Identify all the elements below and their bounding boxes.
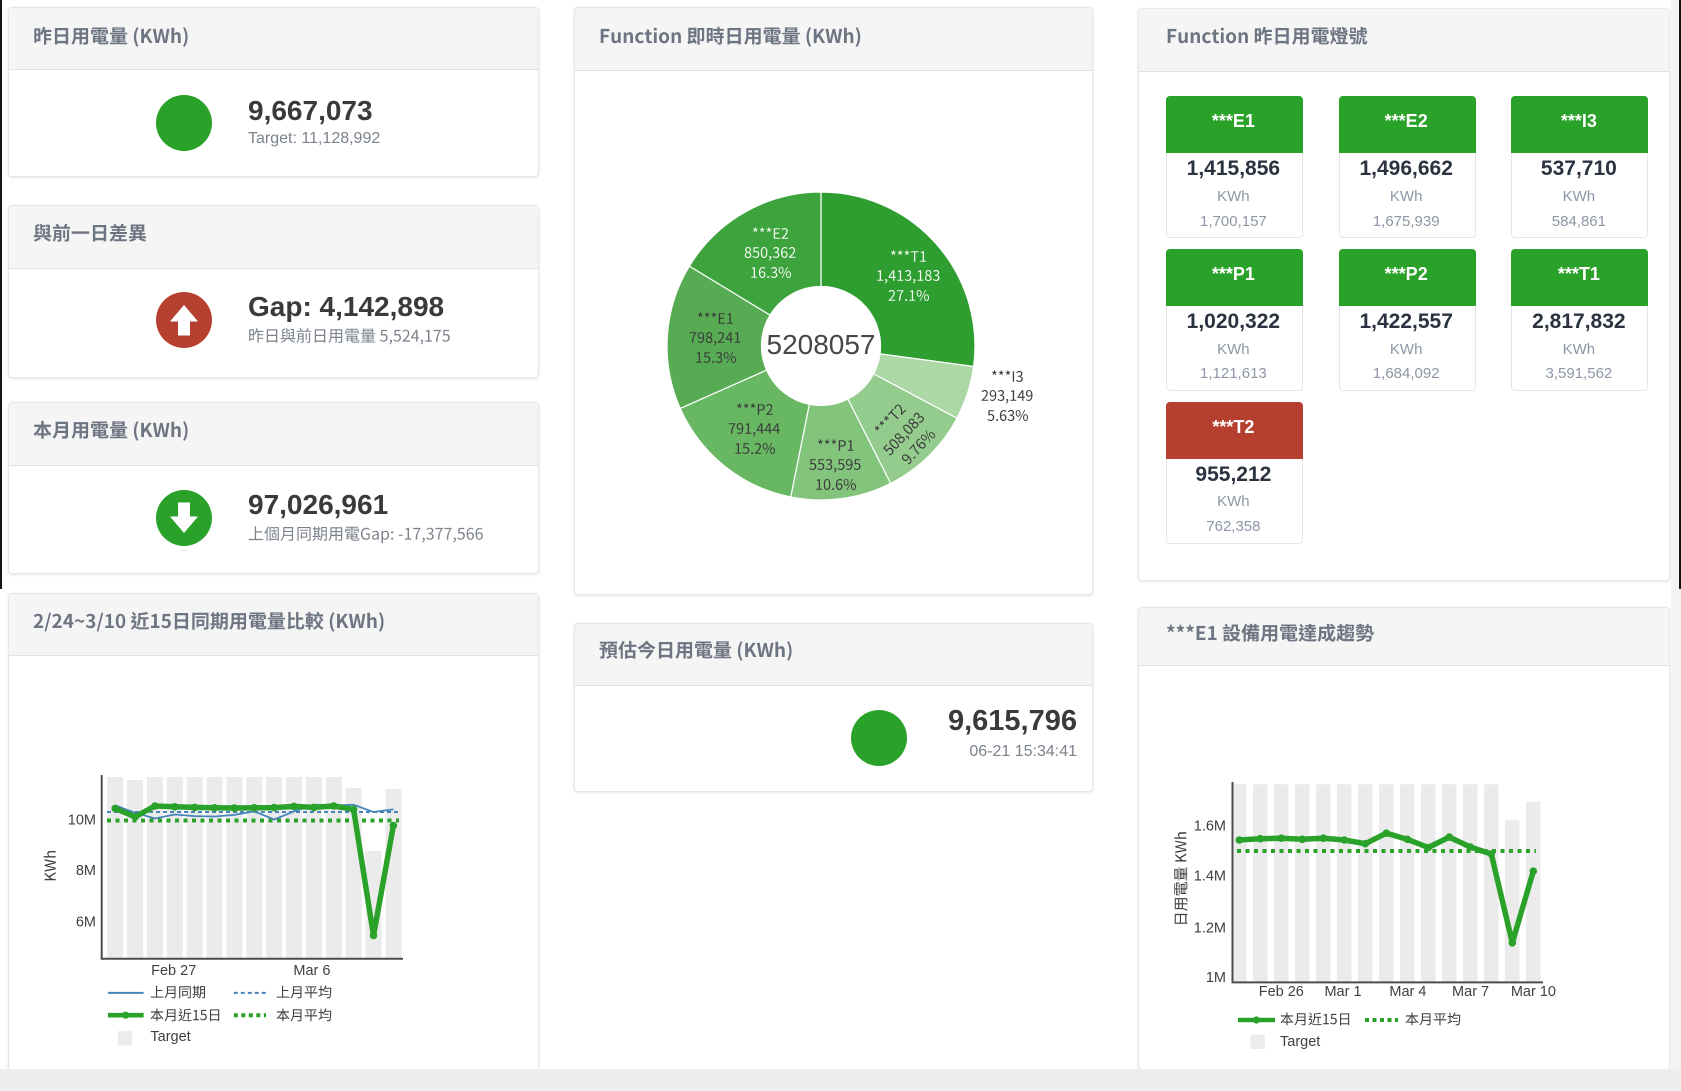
svg-text:8M: 8M xyxy=(76,863,96,879)
svg-text:6M: 6M xyxy=(76,914,96,930)
svg-text:Mar 4: Mar 4 xyxy=(1389,984,1426,1000)
svg-text:1.2M: 1.2M xyxy=(1194,920,1226,936)
svg-text:1.4M: 1.4M xyxy=(1194,869,1226,885)
svg-text:Feb 27: Feb 27 xyxy=(151,963,196,979)
svg-text:Mar 1: Mar 1 xyxy=(1324,984,1361,1000)
svg-text:Mar 7: Mar 7 xyxy=(1452,984,1489,1000)
svg-text:Feb 26: Feb 26 xyxy=(1259,984,1304,1000)
svg-text:10M: 10M xyxy=(68,813,96,829)
svg-text:1.6M: 1.6M xyxy=(1194,819,1226,835)
svg-text:Mar 10: Mar 10 xyxy=(1511,984,1556,1000)
svg-text:Mar 6: Mar 6 xyxy=(293,963,330,979)
svg-text:1M: 1M xyxy=(1206,970,1226,986)
